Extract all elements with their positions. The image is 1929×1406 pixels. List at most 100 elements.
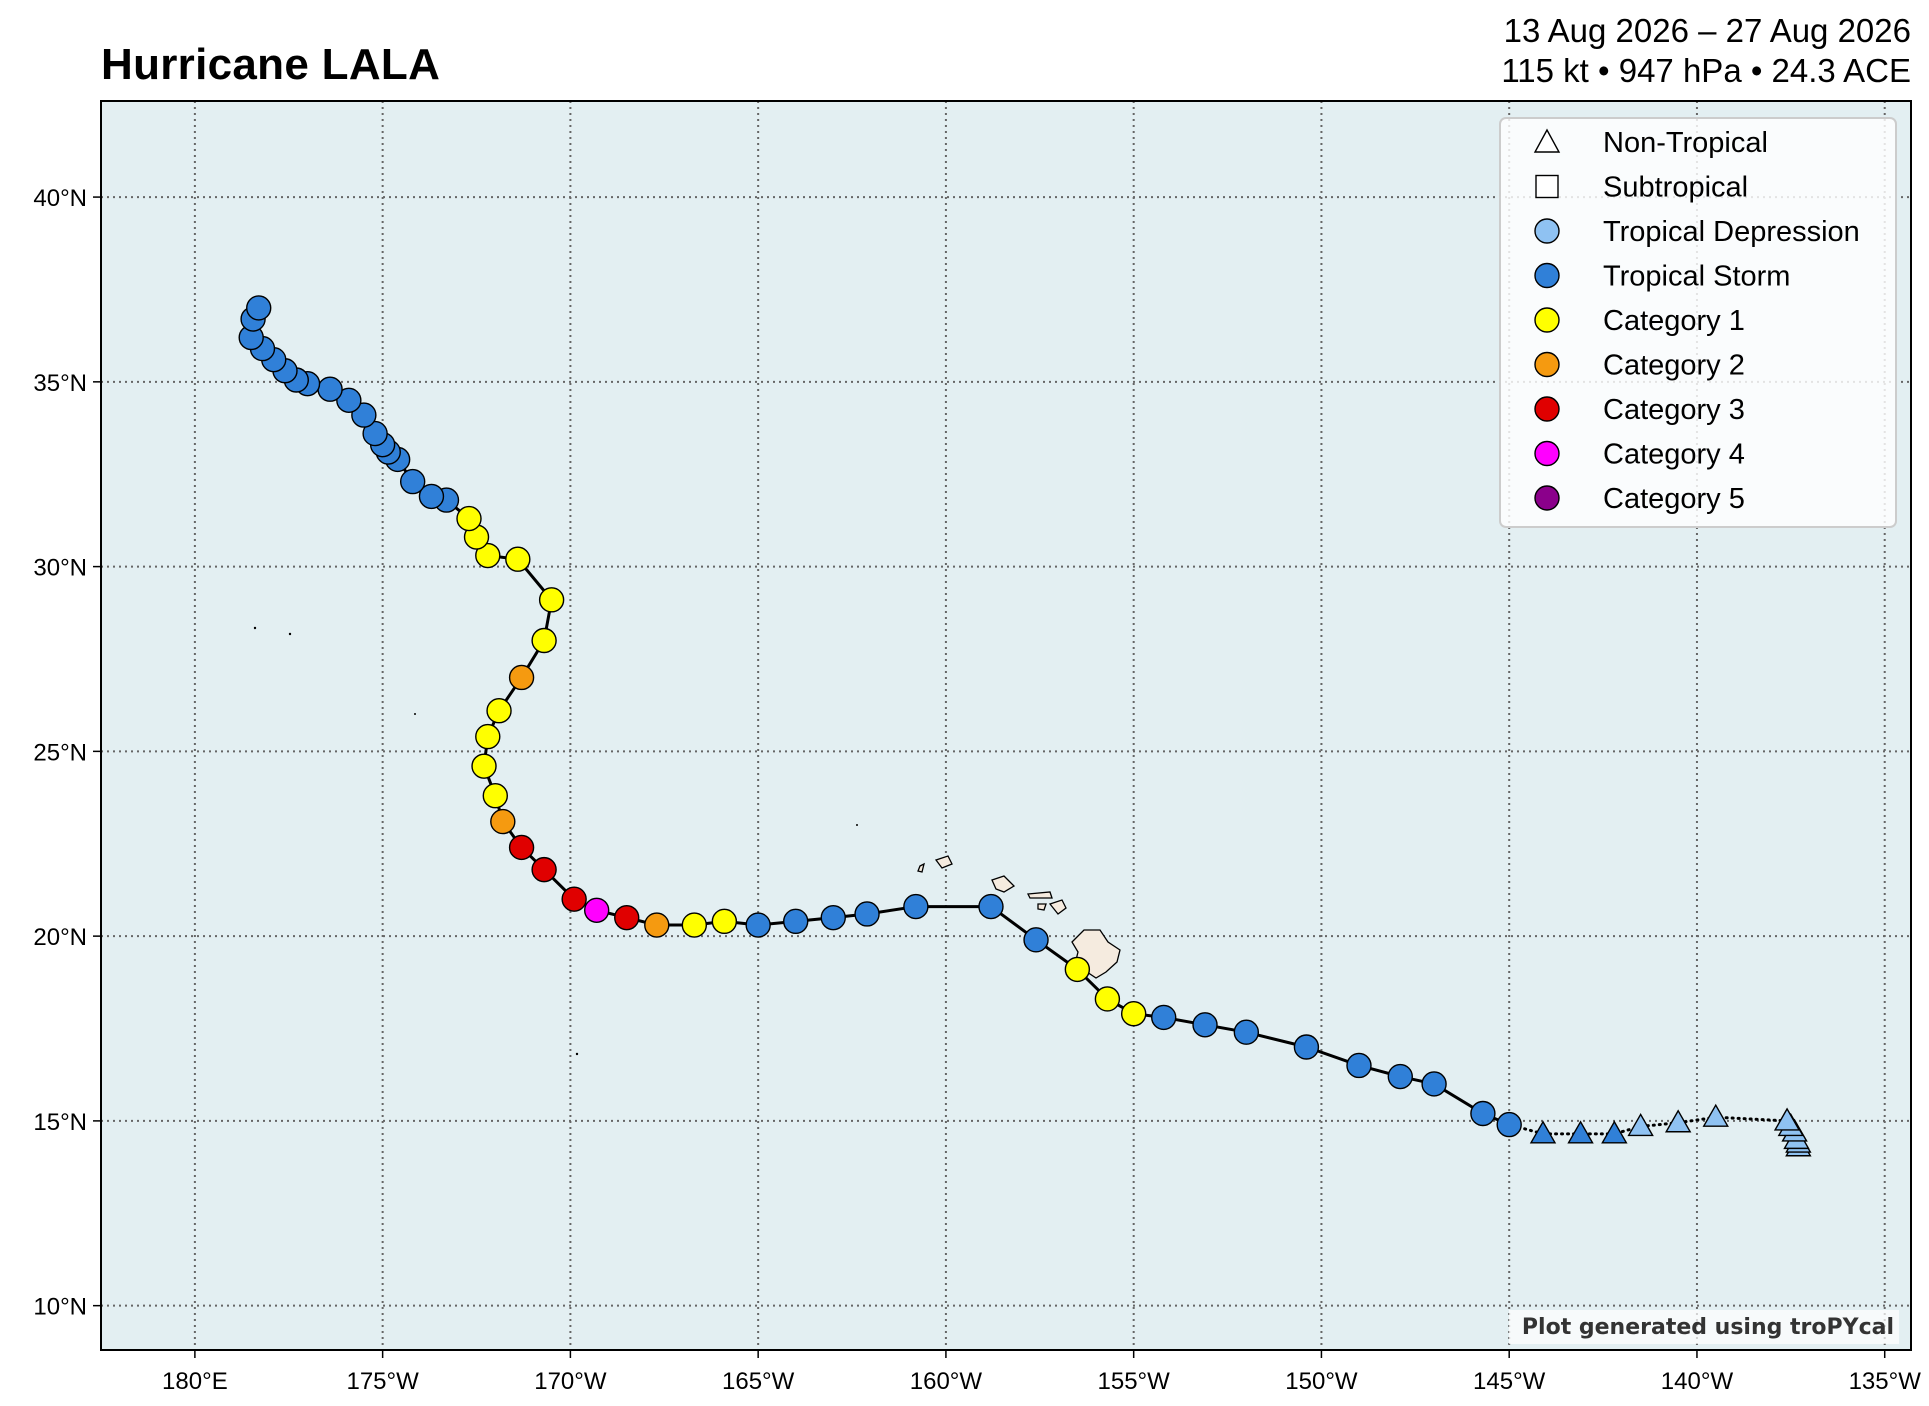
track-point xyxy=(531,856,557,883)
date-range: 13 Aug 2026 – 27 Aug 2026 xyxy=(1503,12,1911,49)
track-point xyxy=(1470,1100,1496,1127)
track-point-nontropical xyxy=(1702,1103,1729,1127)
island-niihau xyxy=(917,862,925,873)
track-point xyxy=(978,893,1004,920)
track-segment xyxy=(1714,1115,1789,1123)
x-tick-label: 135°W xyxy=(1849,1368,1922,1395)
legend-marker-triangle xyxy=(1533,128,1561,153)
x-tick-label: 160°W xyxy=(910,1368,983,1395)
track-point xyxy=(486,698,512,724)
legend-marker-circle xyxy=(1534,440,1560,467)
track-point xyxy=(246,295,272,321)
storm-stats: 115 kt • 947 hPa • 24.3 ACE xyxy=(1501,52,1911,89)
track-point xyxy=(1023,927,1049,953)
islet xyxy=(253,626,257,630)
legend-label: Category 5 xyxy=(1603,483,1745,515)
track-point-nontropical xyxy=(1567,1120,1594,1144)
track-points xyxy=(238,295,1812,1157)
y-tick-label: 20°N xyxy=(33,924,87,951)
island-maui xyxy=(1048,899,1067,915)
legend-label: Tropical Depression xyxy=(1603,216,1860,248)
track-point xyxy=(644,912,670,938)
track-point xyxy=(1421,1071,1447,1097)
legend-label: Subtropical xyxy=(1603,172,1748,204)
track-point xyxy=(614,904,640,931)
track-point xyxy=(745,912,771,938)
track-point xyxy=(820,904,846,931)
track-point xyxy=(783,908,809,935)
track-point xyxy=(1094,986,1121,1012)
track-point xyxy=(471,753,497,779)
x-tick-label: 145°W xyxy=(1473,1368,1546,1395)
track-point xyxy=(508,834,535,861)
y-tick-label: 40°N xyxy=(33,185,87,212)
track-point-nontropical xyxy=(1773,1107,1801,1131)
track-point xyxy=(475,542,501,569)
track-point xyxy=(317,376,343,402)
track-point xyxy=(1064,956,1091,983)
track-point xyxy=(508,664,535,691)
track-point xyxy=(903,893,929,920)
legend: Non-Tropical Subtropical Tropical Depressi… xyxy=(1499,117,1897,528)
track-point xyxy=(362,420,388,447)
legend-marker-square xyxy=(1535,174,1559,199)
track-point-nontropical xyxy=(1627,1113,1654,1137)
x-tick-label: 165°W xyxy=(722,1368,795,1395)
x-tick-label: 140°W xyxy=(1661,1368,1734,1395)
island-oahu xyxy=(991,875,1016,893)
track-point xyxy=(336,387,362,414)
track-point-nontropical xyxy=(1601,1120,1628,1144)
islet xyxy=(414,713,416,715)
track-point xyxy=(418,483,445,510)
x-tick-label: 175°W xyxy=(346,1368,419,1395)
track-point xyxy=(681,912,708,938)
island-molokai xyxy=(1026,891,1053,899)
legend-label: Category 2 xyxy=(1603,350,1745,382)
legend-label: Category 4 xyxy=(1603,439,1745,471)
x-tick-label: 170°W xyxy=(534,1368,607,1395)
track-point xyxy=(475,723,501,750)
y-tick-label: 15°N xyxy=(33,1109,87,1136)
track-point xyxy=(456,505,482,532)
y-tick-label: 35°N xyxy=(33,370,87,397)
credit-background xyxy=(1509,1310,1899,1344)
track-point xyxy=(583,897,610,923)
map-frame xyxy=(100,100,1912,1351)
legend-label: Category 1 xyxy=(1603,305,1745,337)
credit-text: Plot generated using troPYcal xyxy=(1522,1315,1894,1340)
island-kauai xyxy=(934,855,953,869)
track-point xyxy=(1293,1034,1320,1060)
track-point xyxy=(1233,1019,1260,1045)
track-point xyxy=(1346,1052,1372,1079)
track-point xyxy=(1192,1012,1218,1038)
legend-label: Category 3 xyxy=(1603,394,1745,426)
island-lanai xyxy=(1037,903,1047,911)
track-point xyxy=(561,886,587,912)
track-point xyxy=(854,901,880,927)
track-point-nontropical xyxy=(1529,1120,1557,1144)
legend-label: Non-Tropical xyxy=(1603,127,1768,159)
legend-marker-circle xyxy=(1534,218,1560,244)
x-tick-label: 180°E xyxy=(162,1368,228,1395)
track-point xyxy=(505,546,531,572)
islet xyxy=(288,632,292,636)
x-tick-label: 155°W xyxy=(1098,1368,1171,1395)
track-point xyxy=(1496,1111,1522,1138)
legend-marker-circle xyxy=(1534,351,1560,378)
graticule xyxy=(101,101,1911,1350)
track-point xyxy=(490,808,516,835)
legend-box xyxy=(1499,117,1897,528)
y-tick-label: 30°N xyxy=(33,555,87,582)
x-tick-label: 150°W xyxy=(1285,1368,1358,1395)
track-point xyxy=(1387,1063,1413,1090)
track-point xyxy=(531,627,557,654)
islet xyxy=(856,824,858,826)
legend-marker-circle xyxy=(1534,307,1560,333)
track-point-nontropical xyxy=(1664,1109,1692,1133)
track-point xyxy=(399,468,426,495)
track-point xyxy=(538,587,565,613)
islet xyxy=(575,1052,579,1056)
legend-label: Tropical Storm xyxy=(1603,261,1790,293)
track-point xyxy=(482,783,508,809)
